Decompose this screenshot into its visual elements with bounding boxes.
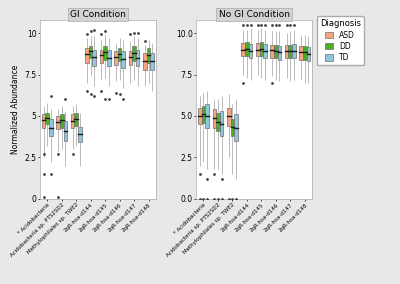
Bar <box>60 114 64 128</box>
Bar <box>74 113 78 126</box>
Bar <box>42 114 46 128</box>
Bar <box>249 44 252 58</box>
Bar <box>107 50 110 66</box>
Bar <box>231 119 234 136</box>
Y-axis label: Normalized Abundance: Normalized Abundance <box>11 65 20 154</box>
Bar <box>118 48 121 61</box>
Bar <box>136 50 140 66</box>
Bar <box>299 46 303 60</box>
Title: GI Condition: GI Condition <box>70 10 126 19</box>
Bar <box>212 109 216 128</box>
Bar <box>150 53 154 70</box>
Bar <box>306 47 310 61</box>
Bar <box>270 45 274 58</box>
Bar <box>202 106 205 123</box>
Bar <box>220 111 223 136</box>
Bar <box>132 46 136 61</box>
Bar <box>292 44 296 58</box>
Bar <box>92 50 96 66</box>
Bar <box>274 45 278 58</box>
Bar <box>147 48 150 63</box>
Bar <box>114 51 118 65</box>
Bar <box>100 50 103 63</box>
Bar <box>234 114 238 141</box>
Bar <box>103 46 107 60</box>
Bar <box>64 121 67 141</box>
Bar <box>278 45 281 60</box>
Bar <box>89 45 92 58</box>
Bar <box>245 42 249 56</box>
Bar <box>121 51 125 68</box>
Bar <box>288 45 292 58</box>
Legend: ASD, DD, TD: ASD, DD, TD <box>317 16 364 65</box>
Bar <box>205 105 209 128</box>
Bar <box>129 51 132 65</box>
Bar <box>263 44 267 58</box>
Bar <box>71 114 74 128</box>
Bar <box>198 108 202 124</box>
Bar <box>49 119 53 136</box>
Bar <box>303 46 306 60</box>
Bar <box>143 53 147 70</box>
Bar <box>46 113 49 124</box>
Bar <box>242 43 245 56</box>
Bar <box>56 116 60 129</box>
Bar <box>85 48 89 63</box>
Bar <box>260 42 263 56</box>
Bar <box>256 43 260 56</box>
Title: No GI Condition: No GI Condition <box>219 10 290 19</box>
Bar <box>78 127 82 143</box>
Bar <box>285 45 288 58</box>
Bar <box>216 113 220 131</box>
Bar <box>227 108 231 126</box>
